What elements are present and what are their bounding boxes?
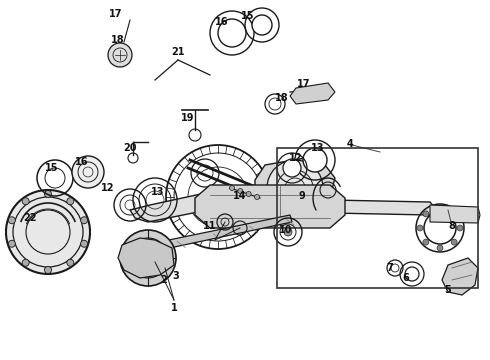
Text: 5: 5 [444,285,451,295]
Circle shape [81,240,88,247]
Circle shape [218,19,246,47]
Text: 17: 17 [109,9,123,19]
Text: 14: 14 [233,191,247,201]
Text: 13: 13 [311,143,325,153]
Text: 7: 7 [387,263,393,273]
Text: 20: 20 [123,143,137,153]
Circle shape [424,212,456,244]
Text: 22: 22 [23,213,37,223]
Circle shape [81,217,88,224]
Polygon shape [442,258,478,295]
Text: 3: 3 [172,271,179,281]
Circle shape [252,15,272,35]
Circle shape [45,190,51,198]
Circle shape [284,228,292,236]
Text: 6: 6 [403,273,409,283]
Text: 21: 21 [171,47,185,57]
Circle shape [6,190,90,274]
Circle shape [437,205,443,211]
Text: 12: 12 [101,183,115,193]
Text: 9: 9 [298,191,305,201]
Text: 2: 2 [161,275,168,285]
Circle shape [423,239,429,245]
Text: 16: 16 [75,157,89,167]
Circle shape [457,225,463,231]
Circle shape [67,259,74,266]
Circle shape [108,43,132,67]
Text: 8: 8 [448,221,455,231]
Text: 13: 13 [151,187,165,197]
Text: 15: 15 [45,163,59,173]
Text: 4: 4 [346,139,353,149]
Text: 18: 18 [275,93,289,103]
Circle shape [22,259,29,266]
Text: 15: 15 [241,11,255,21]
Polygon shape [118,238,174,278]
Polygon shape [290,83,335,104]
Circle shape [417,225,423,231]
Polygon shape [130,215,292,256]
Text: 10: 10 [279,225,293,235]
Circle shape [451,239,457,245]
Circle shape [283,159,301,177]
Polygon shape [255,158,335,222]
Bar [277,148,478,288]
Circle shape [22,198,29,205]
Circle shape [254,194,260,199]
Circle shape [120,230,176,286]
Polygon shape [320,200,435,215]
Text: 19: 19 [181,113,195,123]
Circle shape [142,252,154,264]
Circle shape [405,267,419,281]
Circle shape [45,266,51,274]
Polygon shape [195,185,345,228]
Text: 16: 16 [215,17,229,27]
Circle shape [451,211,457,217]
Circle shape [229,185,235,190]
Text: 17: 17 [297,79,311,89]
Text: 12: 12 [289,153,303,163]
Circle shape [72,156,104,188]
Circle shape [67,198,74,205]
Polygon shape [130,192,218,222]
Circle shape [267,160,323,216]
Circle shape [423,211,429,217]
Circle shape [8,240,15,247]
Circle shape [246,192,251,197]
Polygon shape [430,205,480,223]
Text: 11: 11 [203,221,217,231]
Text: 18: 18 [111,35,125,45]
Text: 1: 1 [171,303,177,313]
Circle shape [8,217,15,224]
Circle shape [303,148,327,172]
Circle shape [238,189,243,194]
Circle shape [437,245,443,251]
